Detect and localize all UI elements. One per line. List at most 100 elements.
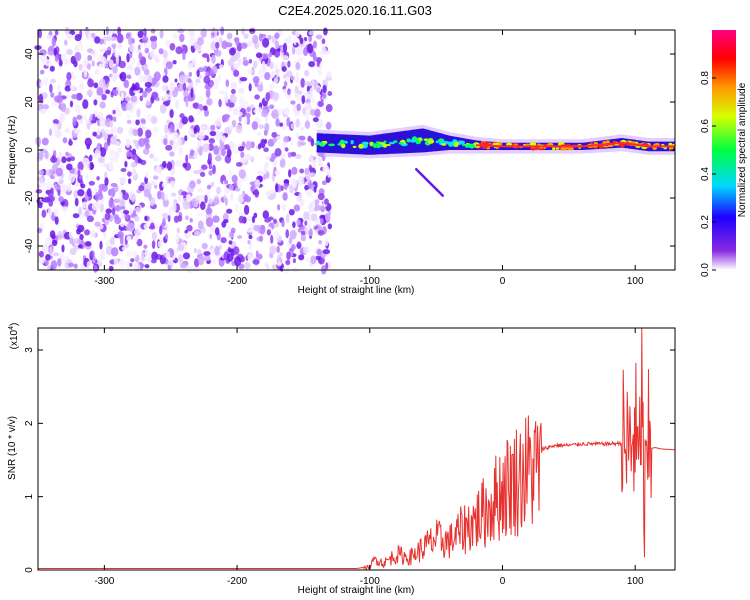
noise-speckle [317,193,325,201]
noise-speckle [300,230,306,236]
noise-speckle [147,74,153,84]
noise-speckle [136,108,141,118]
noise-speckle [87,63,91,70]
noise-speckle [243,33,249,39]
noise-speckle [193,247,198,254]
noise-speckle [285,213,290,224]
noise-speckle [224,91,228,102]
noise-speckle [212,215,220,223]
noise-speckle [246,40,254,47]
noise-speckle [211,259,217,265]
noise-speckle [245,140,252,151]
noise-speckle [170,192,177,197]
noise-speckle [312,40,318,49]
noise-speckle [277,254,281,264]
noise-speckle [57,258,62,267]
noise-speckle [79,233,84,241]
noise-speckle [235,162,243,167]
noise-speckle [303,211,308,221]
signal-blob [350,140,354,145]
noise-speckle [53,208,59,217]
noise-speckle [123,79,130,89]
noise-speckle [236,111,243,117]
noise-speckle [290,151,297,157]
noise-speckle [312,117,319,123]
noise-speckle [159,29,164,39]
noise-speckle [269,104,275,110]
noise-speckle [64,39,68,46]
noise-speckle [87,78,94,88]
noise-speckle [74,167,78,176]
noise-speckle [137,158,143,164]
noise-speckle [273,77,279,84]
noise-speckle [54,183,58,190]
noise-speckle [234,256,242,267]
noise-speckle [298,254,305,261]
noise-speckle [208,198,213,205]
noise-speckle [142,36,149,44]
noise-speckle [173,199,178,205]
noise-speckle [264,122,270,133]
noise-speckle [293,204,301,212]
signal-blob [352,145,357,148]
noise-speckle [270,234,274,244]
noise-speckle [110,182,118,188]
noise-speckle [294,154,302,159]
noise-speckle [49,83,53,93]
noise-speckle [197,187,203,193]
noise-speckle [325,104,333,113]
noise-speckle [204,109,209,117]
noise-speckle [273,230,280,239]
noise-speckle [52,252,60,257]
noise-speckle [304,120,311,129]
noise-speckle [298,135,306,140]
noise-speckle [299,199,305,207]
signal-blob [427,139,435,144]
noise-speckle [142,90,148,98]
noise-speckle [135,233,138,243]
noise-speckle [65,151,69,157]
noise-speckle [282,192,288,201]
noise-speckle [61,206,68,212]
noise-speckle [284,147,289,152]
noise-speckle [126,74,132,80]
noise-speckle [186,97,194,102]
noise-speckle [177,244,185,252]
noise-speckle [186,224,193,232]
snr-x-ticks: -300 -200 -100 0 100 [94,328,644,587]
noise-speckle [159,104,167,114]
signal-blob [555,147,560,150]
noise-speckle [50,156,58,163]
noise-speckle [304,69,310,77]
noise-speckle [86,122,91,131]
noise-speckle [192,102,199,109]
noise-speckle [108,160,114,171]
noise-speckle [241,27,245,36]
noise-speckle [126,113,131,119]
noise-speckle [112,229,119,235]
noise-speckle [75,92,83,101]
noise-speckle [132,250,137,258]
noise-speckle [196,194,204,201]
noise-speckle [306,43,314,54]
noise-speckle [317,162,323,167]
noise-speckle [258,124,265,130]
noise-speckle [228,140,234,148]
noise-speckle [210,181,215,187]
colorbar: 0.0 0.2 0.4 0.6 0.8 Normalized spectral ampl… [700,30,748,277]
noise-speckle [77,189,85,197]
noise-speckle [296,241,302,250]
noise-speckle [40,255,45,264]
noise-speckle [240,42,248,49]
noise-speckle [274,63,279,71]
noise-speckle [228,184,234,191]
colorbar-tick-label: 0.0 [700,263,711,277]
noise-speckle [300,126,304,131]
noise-speckle [268,52,273,58]
noise-speckle [172,32,180,40]
noise-speckle [260,138,266,149]
noise-speckle [303,47,309,57]
signal-blob [406,138,411,143]
noise-speckle [233,69,240,77]
noise-speckle [95,192,99,202]
